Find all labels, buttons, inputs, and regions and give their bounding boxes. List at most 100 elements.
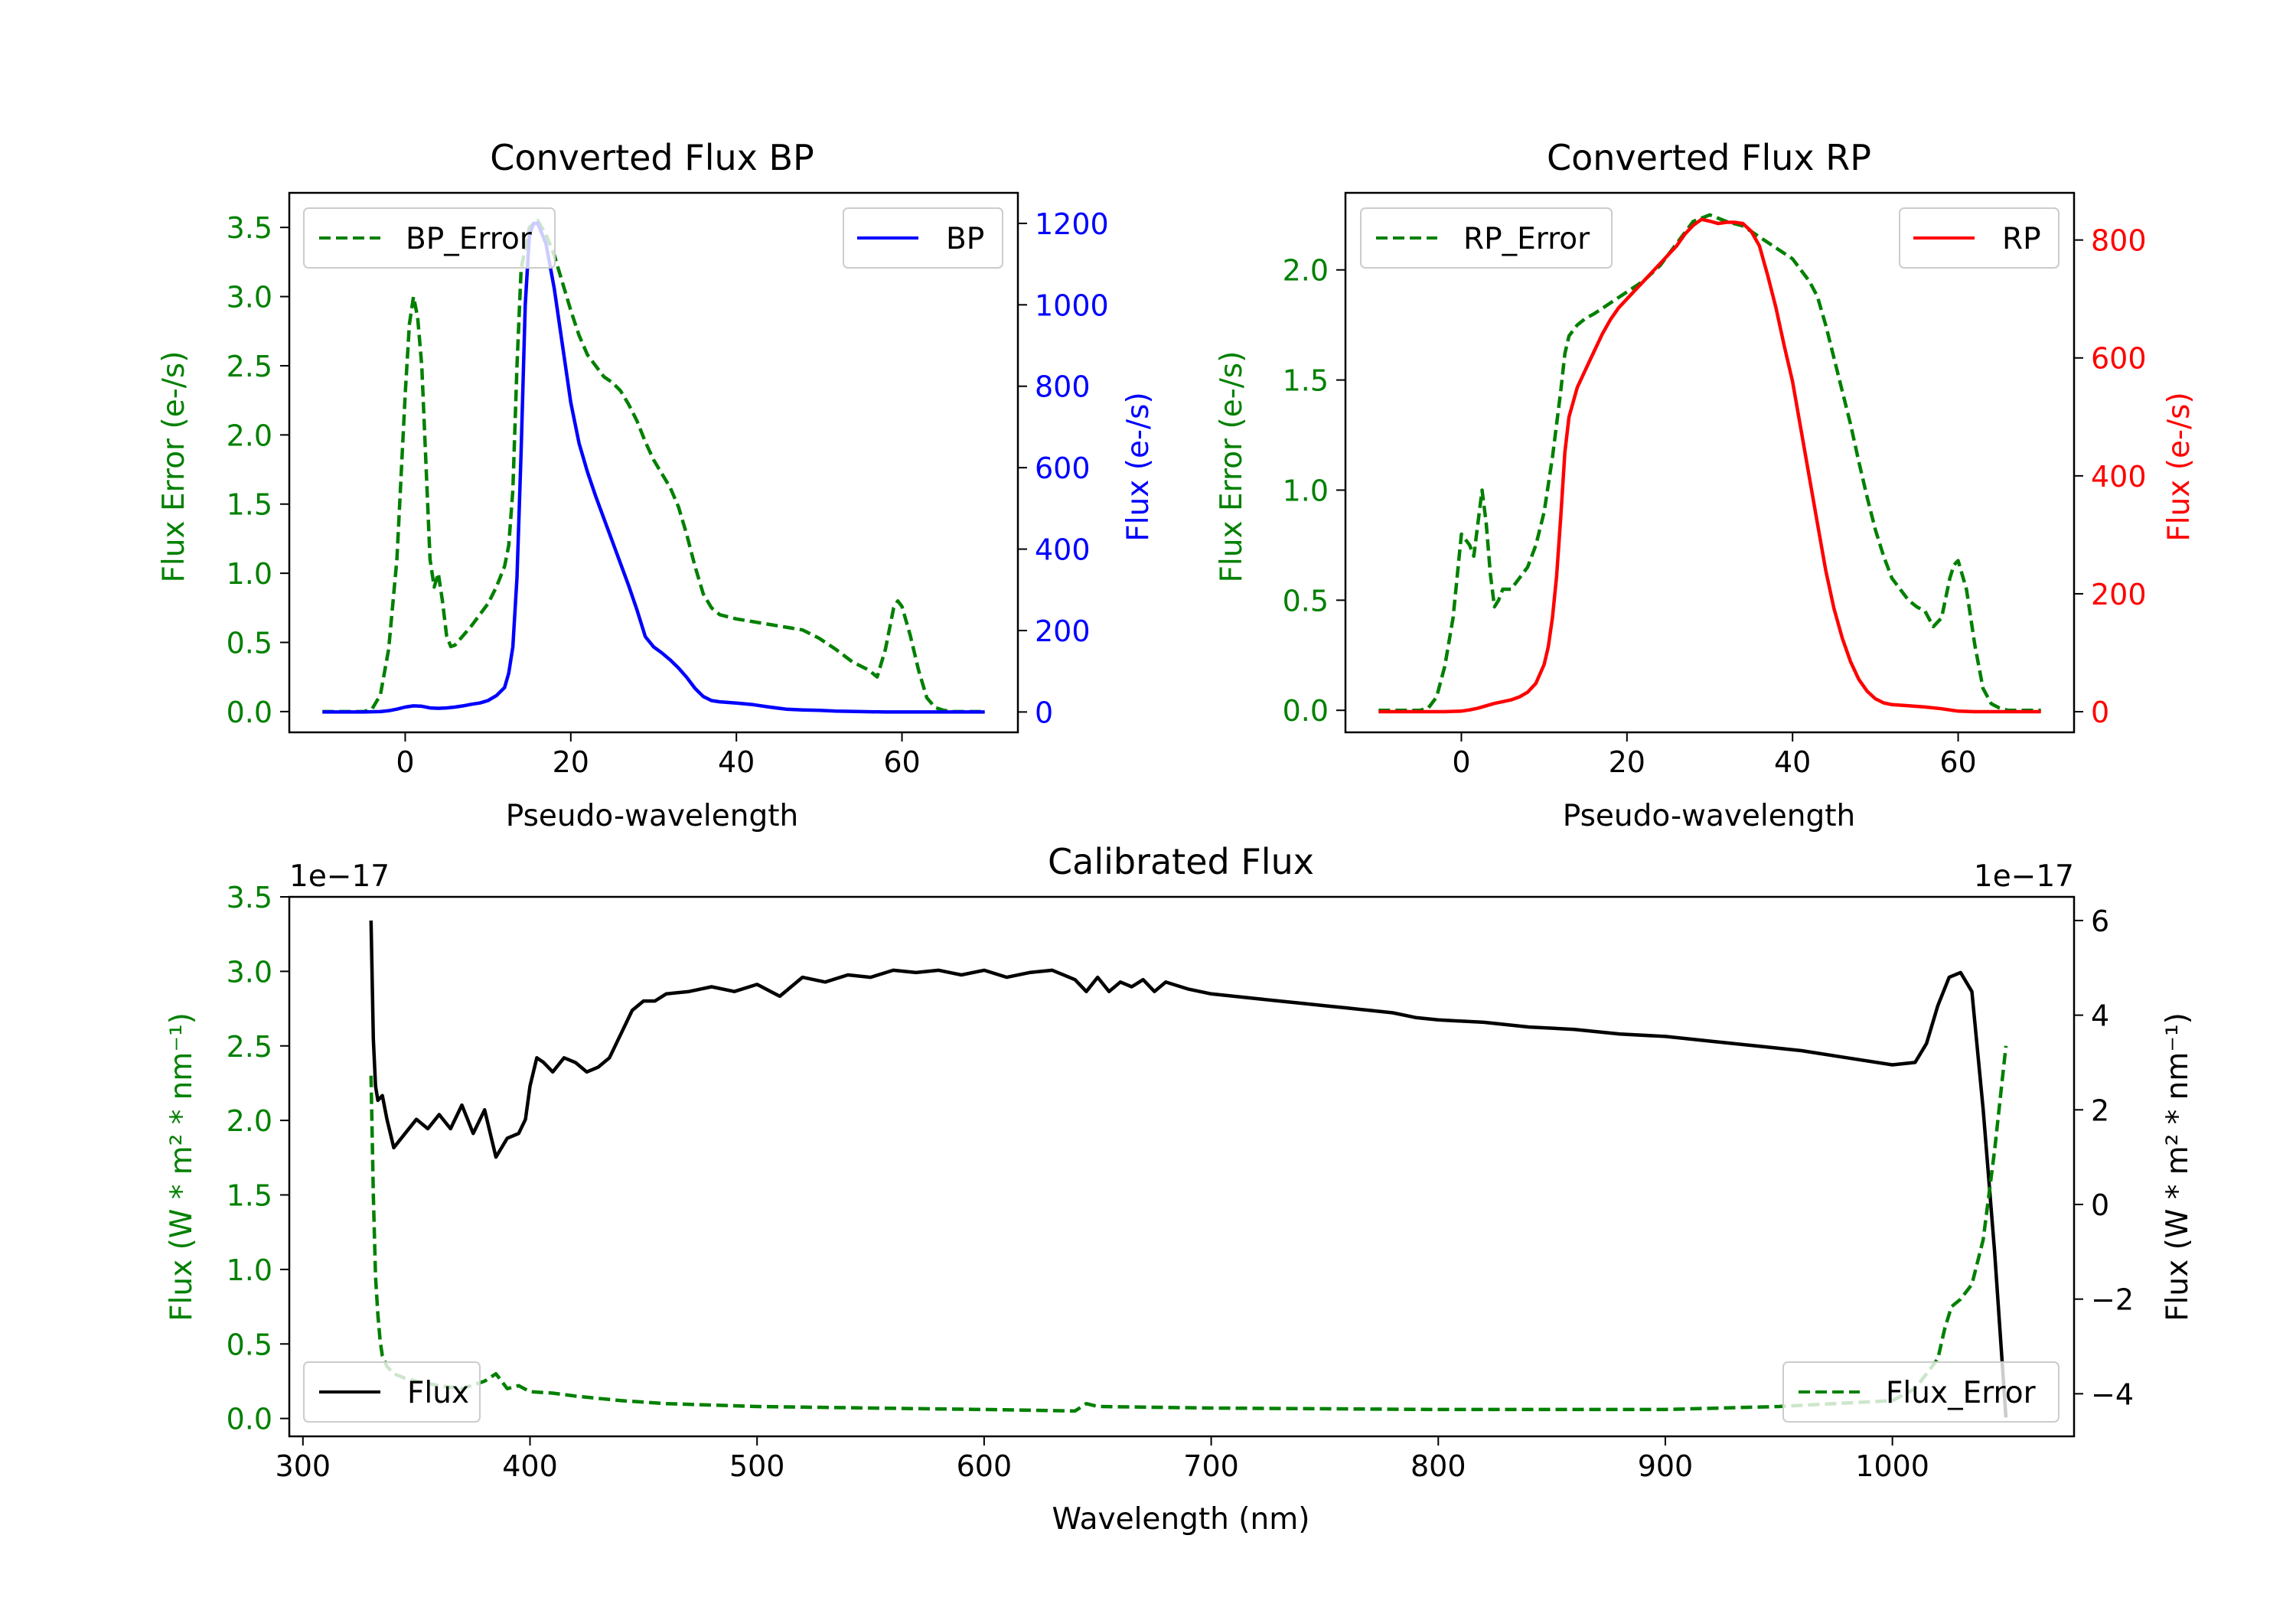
bp-series-layer [322,218,985,714]
rp-series-rp [1378,217,2041,714]
cal-ytick-left-label-3: 1.5 [227,1179,272,1213]
bp-series-bp [322,221,985,714]
rp-series-layer [1378,213,2041,714]
bp-ylabel-right: Flux (e-/s) [1121,392,1156,541]
cal-title: Calibrated Flux [1048,841,1314,882]
cal-ytick-right-label-4: 4 [2091,999,2109,1033]
cal-ytick-left-label-1: 0.5 [227,1328,272,1361]
rp-legend-right-label: RP [2002,222,2041,256]
rp-ytick-right-label-4: 800 [2091,224,2147,258]
bp-ytick-left-label-0: 0.0 [227,696,272,729]
cal-ytick-right-label-3: 2 [2091,1094,2109,1127]
bp-ytick-left-label-6: 3.0 [227,281,272,315]
cal-series-flux [369,920,2008,1418]
cal-legend-left-label: Flux [407,1376,469,1410]
calibrated-panel: Calibrated Flux Wavelength (nm) Flux (W … [165,841,2195,1537]
bp-xtick-label-0: 0 [396,745,414,779]
bp-ytick-right-label-4: 800 [1035,370,1091,404]
rp-xtick-label-3: 60 [1939,745,1976,779]
bp-panel: Converted Flux BP Pseudo-wavelength Flux… [157,137,1156,833]
bp-ytick-left-label-7: 3.5 [227,211,272,245]
bp-xtick-label-3: 60 [883,745,920,779]
cal-legend-left: Flux [303,1361,481,1423]
cal-ytick-left-label-4: 2.0 [227,1104,272,1138]
rp-panel: Converted Flux RP Pseudo-wavelength Flux… [1215,137,2197,833]
rp-legend-left-label: RP_Error [1463,222,1590,256]
cal-ytick-left-label-0: 0.0 [227,1403,272,1436]
bp-xtick-label-2: 40 [718,745,755,779]
cal-xtick-label-6: 900 [1638,1449,1694,1483]
bp-xlabel: Pseudo-wavelength [506,799,798,833]
rp-tick-layer: 0 20 40 60 0.0 0.5 1.0 1.5 2.0 0 200 400 600 800 [1283,224,2147,779]
cal-xtick-label-2: 500 [729,1449,785,1483]
rp-ytick-left-label-1: 0.5 [1283,584,1329,618]
bp-title: Converted Flux BP [490,137,814,178]
bp-ytick-left-label-1: 0.5 [227,627,272,660]
rp-xlabel: Pseudo-wavelength [1563,799,1855,833]
rp-ytick-right-label-2: 400 [2091,460,2147,494]
cal-ytick-right-label-1: −2 [2091,1283,2134,1317]
bp-series-bp-error [322,218,985,714]
rp-ytick-left-label-2: 1.0 [1283,474,1329,507]
cal-xtick-label-7: 1000 [1855,1449,1929,1483]
rp-ytick-left-label-3: 1.5 [1283,364,1329,398]
bp-legend-left-box [303,207,556,269]
rp-xtick-label-0: 0 [1452,745,1470,779]
bp-ytick-left-label-2: 1.0 [227,557,272,591]
cal-offset-left: 1e−17 [289,859,390,894]
bp-ytick-right-label-2: 400 [1035,533,1091,567]
cal-ytick-left-label-7: 3.5 [227,881,272,914]
rp-legend-right: RP [1899,207,2060,269]
bp-legend-right-box [843,207,1003,269]
cal-offset-right: 1e−17 [1974,859,2074,894]
rp-ytick-right-label-3: 600 [2091,342,2147,376]
rp-ytick-right-label-1: 200 [2091,578,2147,611]
bp-legend-left-label: BP_Error [406,222,533,256]
bp-legend-left: BP_Error [303,207,556,269]
cal-xtick-label-1: 400 [502,1449,558,1483]
cal-legend-left-box [303,1361,481,1423]
cal-axes-frame [288,895,2076,1438]
cal-ytick-right-label-2: 0 [2091,1188,2109,1222]
rp-ylabel-right: Flux (e-/s) [2162,392,2197,541]
bp-tick-layer: 0 20 40 60 0.0 0.5 1.0 1.5 2.0 2.5 3.0 3.5 0 200 400 60… [227,207,1109,779]
cal-xlabel: Wavelength (nm) [1052,1502,1310,1537]
cal-xtick-label-5: 800 [1411,1449,1466,1483]
bp-ytick-right-label-6: 1200 [1035,207,1109,241]
rp-legend-left: RP_Error [1360,207,1613,269]
bp-axes-frame [288,191,1019,734]
bp-ytick-left-label-4: 2.0 [227,419,272,452]
bp-ytick-right-label-1: 200 [1035,614,1091,648]
cal-ytick-left-label-5: 2.5 [227,1030,272,1064]
rp-legend-right-box [1899,207,2060,269]
cal-ylabel-right: Flux (W * m² * nm⁻¹) [2161,1012,2195,1322]
bp-ytick-right-label-5: 1000 [1035,288,1109,322]
bp-legend-right-label: BP [946,222,984,256]
cal-xtick-label-3: 600 [957,1449,1013,1483]
bp-xtick-label-1: 20 [553,745,589,779]
bp-ytick-right-label-3: 600 [1035,451,1091,485]
rp-legend-left-box [1360,207,1613,269]
rp-ylabel-left: Flux Error (e-/s) [1215,351,1249,583]
bp-ytick-left-label-5: 2.5 [227,350,272,383]
bp-legend-right: BP [843,207,1003,269]
cal-xtick-label-4: 700 [1183,1449,1239,1483]
rp-ytick-left-label-0: 0.0 [1283,694,1329,728]
cal-xtick-label-0: 300 [276,1449,331,1483]
bp-ytick-right-label-0: 0 [1035,696,1053,729]
bp-ylabel-left: Flux Error (e-/s) [157,351,191,583]
cal-legend-right-label: Flux_Error [1886,1376,2037,1410]
rp-title: Converted Flux RP [1547,137,1871,178]
cal-tick-layer: 300 400 500 600 700 800 900 1000 0.0 0.5 1.0 1.5 2.0… [227,881,2134,1483]
rp-ytick-left-label-4: 2.0 [1283,254,1329,288]
cal-ytick-left-label-2: 1.0 [227,1253,272,1287]
rp-xtick-label-2: 40 [1774,745,1811,779]
cal-ylabel-left: Flux (W * m² * nm⁻¹) [165,1012,199,1322]
cal-ytick-left-label-6: 3.0 [227,955,272,989]
rp-axes-frame [1344,191,2076,734]
cal-legend-right-box [1782,1361,2060,1423]
cal-ytick-right-label-5: 6 [2091,905,2109,938]
cal-ytick-right-label-0: −4 [2091,1377,2134,1411]
cal-legend-right: Flux_Error [1782,1361,2060,1423]
